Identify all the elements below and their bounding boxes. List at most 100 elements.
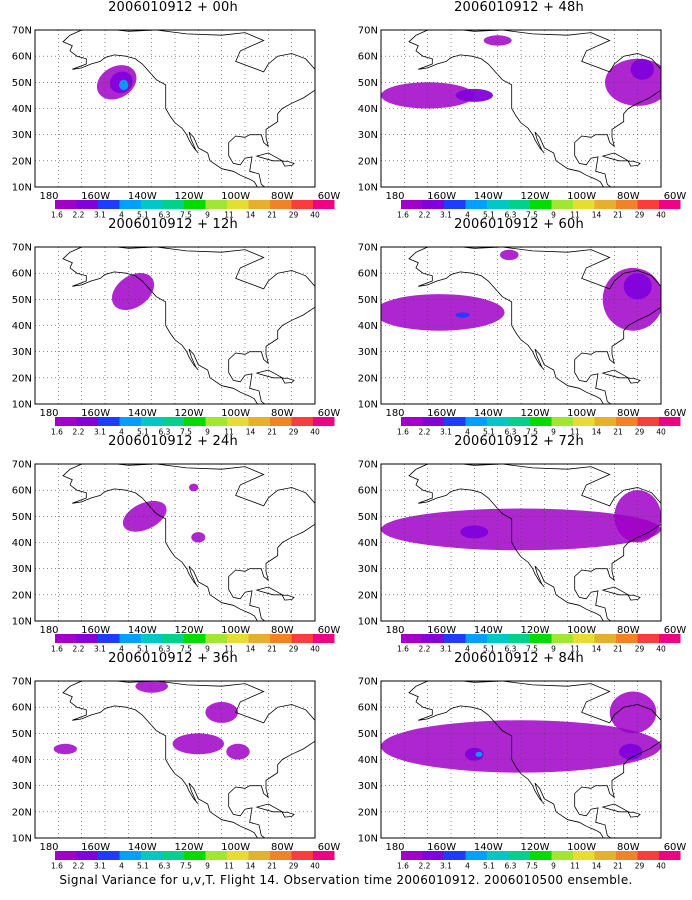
coastline — [317, 78, 331, 90]
coastline — [601, 586, 630, 596]
variance-region — [455, 312, 470, 318]
lon-tick-label: 180 — [39, 408, 58, 419]
map-panel: 2006010912 + 36h 10N 20N 30N 40N 50N 60N 70N 180… — [0, 651, 346, 871]
lat-tick-label: 10N — [358, 400, 378, 411]
panel-title: 2006010912 + 60h — [454, 217, 584, 232]
colorbar-swatch — [444, 634, 466, 643]
colorbar-label: 11 — [224, 862, 234, 871]
lon-tick-label: 160W — [427, 625, 456, 636]
colorbar-swatch — [487, 417, 509, 426]
colorbar-label: 7.5 — [526, 428, 538, 437]
colorbar-swatch — [444, 200, 466, 209]
variance-region — [53, 743, 77, 755]
lat-tick-label: 70N — [358, 26, 378, 37]
lon-tick-label: 180 — [39, 625, 58, 636]
variance-region — [455, 88, 493, 102]
coastline — [627, 377, 641, 384]
colorbar-label: 4 — [465, 645, 470, 654]
coastline — [281, 594, 295, 601]
colorbar-label: 29 — [635, 862, 645, 871]
coastline — [314, 681, 315, 682]
colorbar-swatch — [637, 417, 659, 426]
lat-tick-label: 70N — [358, 460, 378, 471]
colorbar-label: 6.3 — [159, 428, 171, 437]
colorbar-label: 9 — [205, 428, 210, 437]
lat-tick-label: 60N — [12, 486, 32, 497]
lat-tick-label: 10N — [358, 834, 378, 845]
variance-region — [205, 701, 238, 723]
colorbar-label: 5.1 — [137, 862, 149, 871]
lat-tick-label: 60N — [358, 269, 378, 280]
colorbar-swatch — [184, 634, 206, 643]
lon-tick-label: 120W — [175, 408, 204, 419]
colorbar-swatch — [119, 851, 141, 860]
colorbar-label: 40 — [656, 428, 666, 437]
lon-tick-label: 80W — [617, 408, 640, 419]
lon-tick-label: 140W — [128, 842, 157, 853]
colorbar-swatch — [551, 417, 573, 426]
lat-tick-label: 40N — [358, 104, 378, 115]
colorbar-label: 11 — [224, 645, 234, 654]
colorbar-swatch — [616, 634, 638, 643]
map-frame — [34, 463, 316, 622]
lat-tick-label: 20N — [358, 807, 378, 818]
colorbar-swatch — [465, 851, 487, 860]
colorbar-swatch — [659, 851, 681, 860]
colorbar-swatch — [227, 417, 249, 426]
map-canvas: 10N 20N 30N 40N 50N 60N 70N 180 160W 140W 120W 100W… — [12, 26, 341, 220]
colorbar-label: 5.1 — [137, 211, 149, 220]
coastline — [627, 160, 641, 167]
lon-tick-label: 180 — [385, 408, 404, 419]
colorbar-label: 14 — [246, 862, 256, 871]
colorbar-label: 21 — [613, 428, 623, 437]
colorbar-label: 7.5 — [180, 862, 192, 871]
lat-tick-label: 10N — [358, 183, 378, 194]
variance-region — [189, 483, 199, 492]
lon-tick-label: 180 — [385, 625, 404, 636]
colorbar-label: 4 — [465, 211, 470, 220]
colorbar-swatch — [530, 851, 552, 860]
lon-tick-label: 120W — [175, 842, 204, 853]
colorbar-swatch — [98, 417, 120, 426]
colorbar-label: 40 — [656, 211, 666, 220]
colorbar-swatch — [291, 634, 313, 643]
colorbar-swatch — [55, 851, 77, 860]
colorbar-label: 7.5 — [526, 211, 538, 220]
lat-tick-label: 10N — [12, 834, 32, 845]
map-frame — [34, 29, 316, 188]
colorbar-label: 21 — [613, 211, 623, 220]
colorbar-label: 3.1 — [440, 211, 452, 220]
colorbar-swatch — [573, 851, 595, 860]
colorbar-swatch — [551, 200, 573, 209]
map-canvas: 10N 20N 30N 40N 50N 60N 70N 180 160W 140W 120W 100W… — [358, 460, 687, 654]
map-plot-area — [62, 30, 331, 187]
colorbar-label: 9 — [205, 211, 210, 220]
colorbar-swatch — [573, 417, 595, 426]
lat-tick-label: 70N — [358, 243, 378, 254]
map-frame — [380, 246, 662, 405]
colorbar-label: 1.6 — [51, 211, 63, 220]
colorbar-label: 6.3 — [159, 211, 171, 220]
colorbar-label: 21 — [267, 645, 277, 654]
colorbar-label: 11 — [224, 428, 234, 437]
colorbar-label: 9 — [551, 428, 556, 437]
lon-tick-label: 160W — [427, 191, 456, 202]
colorbar-label: 14 — [592, 211, 602, 220]
lon-tick-label: 140W — [128, 625, 157, 636]
colorbar-label: 40 — [310, 862, 320, 871]
colorbar-swatch — [637, 634, 659, 643]
lat-tick-label: 50N — [12, 78, 32, 89]
colorbar-label: 3.1 — [94, 862, 106, 871]
map-canvas: 10N 20N 30N 40N 50N 60N 70N 180 160W 140W 120W 100W… — [12, 677, 341, 871]
lat-tick-label: 10N — [12, 400, 32, 411]
colorbar-label: 3.1 — [94, 428, 106, 437]
colorbar-swatch — [422, 634, 444, 643]
coastline — [314, 30, 315, 31]
colorbar-swatch — [76, 417, 98, 426]
colorbar-swatch — [141, 417, 163, 426]
map-frame — [380, 29, 662, 188]
colorbar-label: 4 — [465, 862, 470, 871]
coastline — [281, 160, 295, 167]
coastline — [601, 803, 630, 813]
variance-region — [483, 35, 512, 46]
